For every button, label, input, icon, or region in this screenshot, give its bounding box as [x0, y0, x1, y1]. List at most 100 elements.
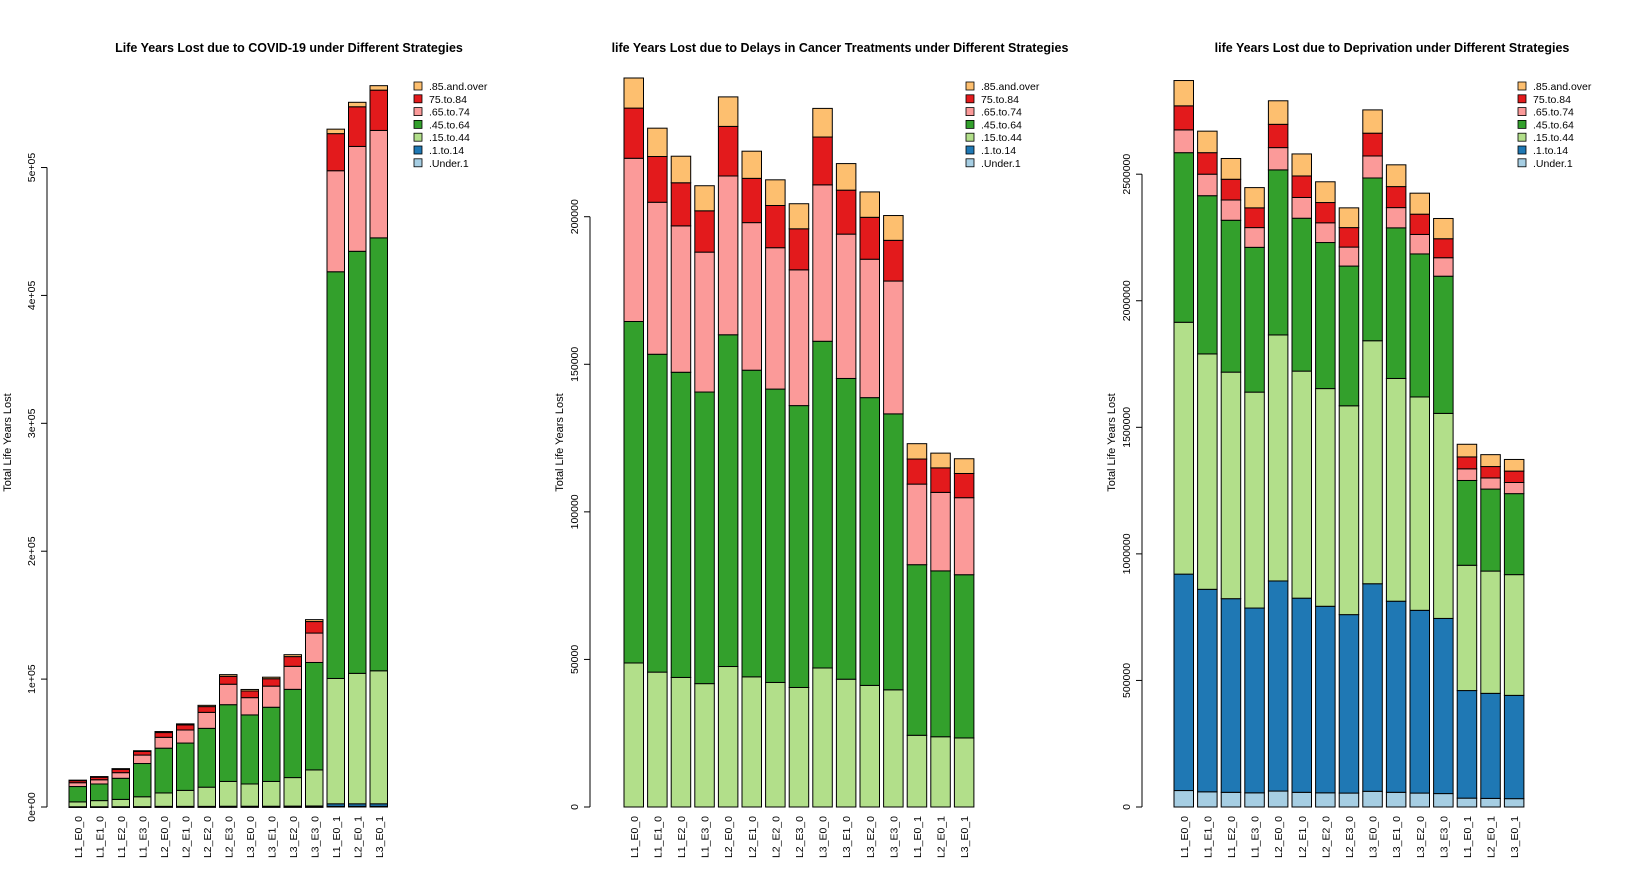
- bar-segment: [670, 155, 692, 184]
- bar-segment: [1244, 227, 1265, 248]
- bar-segment: [1291, 791, 1312, 808]
- x-tick-label: L1_E1_0: [94, 816, 106, 858]
- bar-segment: [326, 128, 345, 135]
- bar-segment: [765, 388, 786, 683]
- bar-segment: [1503, 470, 1525, 483]
- bar-segment: [765, 247, 786, 390]
- x-tick-label: L1_E3_0: [137, 816, 149, 858]
- bar-segment: [154, 747, 173, 794]
- bar-segment: [1220, 791, 1242, 808]
- bar-segment: [1456, 468, 1478, 481]
- bar-stack-L2_E2_0: [1315, 181, 1336, 808]
- bar-segment: [765, 205, 786, 249]
- bar-segment: [883, 280, 904, 415]
- x-tick-label: L1_E0_0: [1179, 816, 1191, 858]
- bar-segment: [788, 228, 810, 271]
- bar-segment: [262, 706, 281, 782]
- bar-segment: [1480, 454, 1501, 468]
- x-tick-label: L3_E2_0: [288, 816, 300, 858]
- x-tick-label: L3_E3_0: [1438, 816, 1450, 858]
- bar-segment: [348, 145, 367, 252]
- bar-segment: [835, 189, 857, 235]
- legend-swatch: [965, 107, 975, 116]
- x-tick-label: L2_E2_0: [770, 816, 782, 858]
- x-tick-label: L3_E0_0: [818, 816, 830, 858]
- bar-segment: [623, 77, 644, 109]
- bar-segment: [906, 734, 928, 808]
- legend-label: .1.to.14: [429, 145, 464, 157]
- x-tick-label: L2_E2_0: [202, 816, 214, 858]
- bar-segment: [1480, 797, 1501, 808]
- bar-segment: [326, 170, 345, 273]
- bar-stack-L1_E3_0: [1244, 187, 1265, 808]
- x-tick-label: L3_E1_0: [841, 816, 853, 858]
- bar-segment: [1456, 456, 1478, 470]
- bar-segment: [953, 574, 975, 739]
- bar-segment: [1409, 192, 1430, 215]
- bar-segment: [670, 225, 692, 373]
- legend-label: .15.to.44: [981, 132, 1022, 144]
- bar-segment: [348, 250, 367, 674]
- bar-segment: [953, 458, 975, 474]
- bar-segment: [262, 780, 281, 807]
- bar-segment: [1456, 479, 1478, 566]
- legend: .85.and.over75.to.84.65.to.74.45.to.64.1…: [965, 81, 1040, 170]
- bar-segment: [1362, 155, 1383, 179]
- bar-segment: [133, 763, 152, 798]
- bar-segment: [154, 732, 173, 738]
- legend-label: .45.to.64: [981, 119, 1022, 131]
- bar-segment: [623, 107, 644, 159]
- bar-segment: [883, 689, 904, 808]
- bar-stack-L3_E0_1: [953, 458, 975, 808]
- bar-segment: [262, 676, 281, 680]
- legend-label: .1.to.14: [1533, 145, 1568, 157]
- y-tick-label: 2500000: [1121, 154, 1133, 195]
- bar-segment: [326, 677, 345, 805]
- bar-segment: [694, 683, 715, 808]
- bar-segment: [240, 714, 259, 785]
- bar-segment: [1433, 617, 1454, 795]
- bar-segment: [1173, 321, 1194, 575]
- legend-swatch: [965, 158, 975, 168]
- bar-stack-L1_E0_1: [1456, 443, 1478, 808]
- bar-segment: [906, 483, 928, 566]
- y-tick-label: 1000000: [1121, 533, 1133, 574]
- y-tick-label: 100000: [569, 494, 581, 529]
- bar-segment: [283, 688, 302, 779]
- bar-segment: [305, 769, 324, 807]
- bar-segment: [219, 675, 238, 685]
- bar-segment: [1197, 173, 1218, 197]
- bar-segment: [305, 621, 324, 634]
- bar-segment: [1480, 488, 1501, 572]
- bar-stack-L2_E3_0: [1338, 207, 1360, 808]
- chart-title: life Years Lost due to Deprivation under…: [1215, 41, 1570, 55]
- x-tick-label: L3_E1_0: [266, 816, 278, 858]
- bar-segment: [694, 251, 715, 393]
- chart-panel-3: life Years Lost due to Deprivation under…: [1106, 41, 1592, 858]
- bar-segment: [176, 724, 195, 731]
- bar-segment: [1362, 109, 1383, 134]
- bar-segment: [1503, 694, 1525, 800]
- bar-segment: [1267, 123, 1289, 149]
- bar-segment: [1362, 583, 1383, 792]
- bar-segment: [1315, 202, 1336, 224]
- bar-segment: [623, 320, 644, 664]
- chart-title: Life Years Lost due to COVID-19 under Di…: [115, 41, 463, 55]
- bar-segment: [859, 684, 880, 808]
- bar-segment: [240, 690, 259, 699]
- bar-segment: [1291, 597, 1312, 793]
- bar-segment: [1385, 600, 1407, 793]
- chart-title: life Years Lost due to Delays in Cancer …: [612, 41, 1069, 55]
- bar-stack-L2_E0_1: [1480, 454, 1501, 808]
- x-tick-label: L3_E3_0: [888, 816, 900, 858]
- bar-stack-L2_E1_0: [741, 150, 762, 808]
- x-tick-label: L3_E0_0: [245, 816, 257, 858]
- bar-segment: [623, 662, 644, 808]
- bar-segment: [133, 754, 152, 765]
- bar-stack-L1_E2_0: [1220, 157, 1242, 808]
- bar-segment: [219, 704, 238, 782]
- bar-segment: [1503, 493, 1525, 576]
- bar-segment: [305, 661, 324, 771]
- bar-segment: [1267, 147, 1289, 171]
- bar-segment: [197, 711, 216, 729]
